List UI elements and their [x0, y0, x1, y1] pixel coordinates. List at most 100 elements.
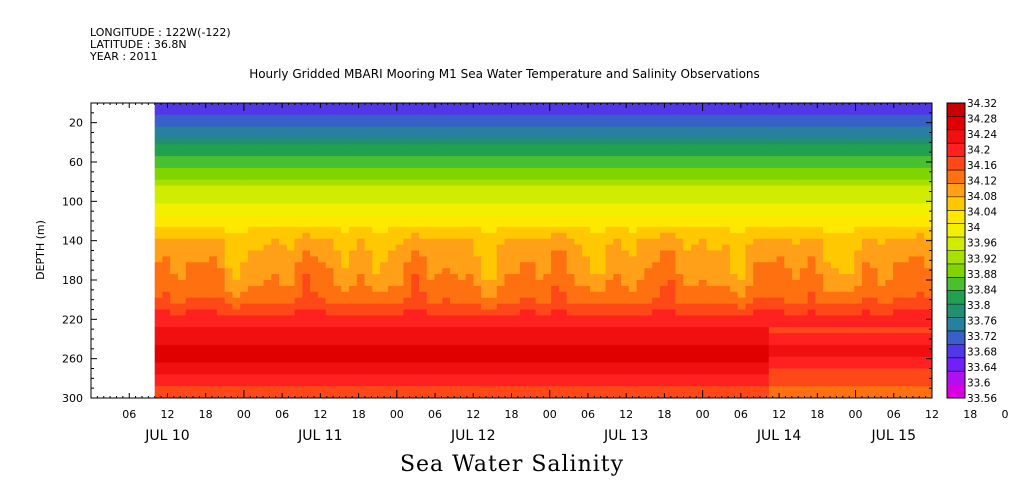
heat-cell: [551, 303, 560, 311]
heat-cell: [263, 162, 272, 169]
heat-cell: [893, 374, 902, 381]
heat-cell: [644, 203, 653, 210]
heat-cell: [706, 350, 715, 358]
heat-cell: [403, 103, 412, 110]
heat-cell: [333, 333, 342, 340]
heat-cell: [310, 374, 319, 381]
heat-cell: [916, 297, 925, 305]
heat-cell: [924, 138, 932, 145]
heat-cell: [698, 350, 708, 358]
heat-cell: [271, 333, 280, 340]
heat-cell: [162, 244, 171, 252]
heat-cell: [706, 150, 715, 157]
heat-cell: [869, 138, 879, 145]
heat-cell: [846, 297, 855, 305]
heat-cell: [535, 203, 544, 210]
heat-cell: [193, 238, 202, 246]
heat-cell: [862, 268, 871, 275]
heat-cell: [527, 350, 537, 358]
heat-cell: [582, 344, 591, 352]
heat-cell: [442, 362, 451, 370]
heat-cell: [846, 162, 855, 169]
heat-cell: [240, 209, 249, 216]
heat-cell: [496, 386, 506, 393]
heat-cell: [520, 179, 529, 187]
heat-cell: [761, 226, 770, 234]
heat-cell: [349, 173, 358, 181]
heat-cell: [403, 138, 412, 145]
heat-cell: [263, 303, 272, 311]
heat-cell: [628, 321, 638, 328]
heat-cell: [473, 103, 482, 110]
heat-cell: [255, 315, 265, 322]
heat-cell: [193, 203, 202, 210]
heat-cell: [605, 327, 614, 334]
heat-cell: [411, 362, 420, 370]
heat-cell: [893, 262, 902, 269]
heat-cell: [317, 132, 327, 139]
heat-cell: [411, 203, 420, 210]
heat-cell: [551, 238, 560, 246]
heat-cell: [691, 297, 700, 305]
heat-cell: [706, 280, 715, 287]
heat-cell: [737, 167, 747, 175]
heat-cell: [667, 274, 677, 281]
heat-cell: [792, 162, 801, 169]
heat-cell: [380, 173, 389, 181]
heat-cell: [395, 285, 405, 293]
heat-cell: [776, 215, 785, 222]
heat-cell: [263, 285, 272, 293]
heat-cell: [815, 285, 824, 293]
heat-cell: [706, 285, 715, 293]
heat-cell: [862, 362, 871, 370]
heat-cell: [162, 315, 171, 322]
heat-cell: [481, 380, 490, 387]
heat-cell: [784, 291, 793, 299]
heat-cell: [916, 274, 925, 281]
heat-cell: [924, 108, 932, 116]
heat-cell: [387, 339, 397, 346]
heat-cell: [566, 333, 576, 340]
heat-cell: [325, 209, 335, 216]
heat-cell: [178, 132, 187, 139]
heat-cell: [916, 132, 925, 139]
heat-cell: [667, 380, 677, 387]
heat-cell: [543, 274, 552, 281]
heat-cell: [457, 103, 467, 110]
heat-cell: [659, 362, 669, 370]
heat-cell: [753, 250, 762, 257]
heat-cell: [605, 285, 614, 293]
heat-cell: [193, 150, 202, 157]
heat-cell: [869, 262, 879, 269]
heat-cell: [683, 179, 692, 187]
heat-cell: [885, 108, 894, 116]
heat-cell: [411, 144, 420, 151]
heat-cell: [761, 144, 770, 151]
heat-cell: [838, 185, 848, 193]
heat-cell: [178, 256, 187, 263]
heat-cell: [317, 285, 327, 293]
heat-cell: [815, 315, 824, 322]
heat-cell: [232, 150, 241, 157]
heat-cell: [209, 315, 218, 322]
heat-cell: [465, 156, 474, 163]
heat-cell: [558, 297, 568, 305]
heat-cell: [426, 167, 436, 175]
heat-cell: [317, 303, 327, 311]
heat-cell: [683, 285, 692, 293]
heat-cell: [862, 262, 871, 269]
heat-cell: [473, 344, 482, 352]
heat-cell: [737, 362, 747, 370]
heat-cell: [566, 262, 576, 269]
heat-cell: [582, 173, 591, 181]
heat-cell: [815, 368, 824, 375]
heat-cell: [325, 191, 335, 198]
heat-cell: [418, 262, 428, 269]
heat-cell: [442, 173, 451, 181]
heat-cell: [893, 132, 902, 139]
heat-cell: [589, 392, 599, 398]
heat-cell: [683, 221, 692, 228]
heat-cell: [597, 339, 607, 346]
heat-cell: [349, 179, 358, 187]
heat-cell: [403, 114, 412, 122]
